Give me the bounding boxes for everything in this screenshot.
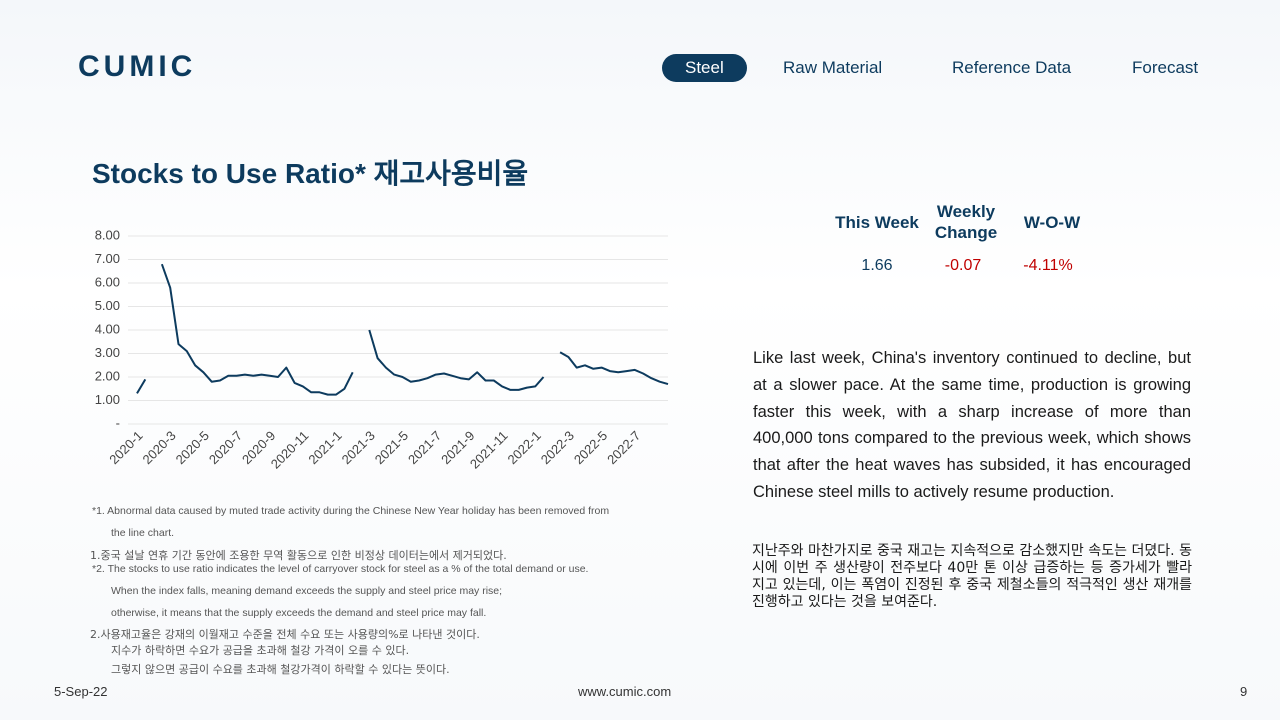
y-tick-label: 6.00 [95,274,120,289]
body-text-korean: 지난주와 마찬가지로 중국 재고는 지속적으로 감소했지만 속도는 더뎠다. 동… [752,543,1192,610]
note: 2.사용재고율은 강재의 이월재고 수준을 전체 수요 또는 사용량의%로 나타… [90,628,480,641]
chart: -1.002.003.004.005.006.007.008.002020-12… [95,227,669,472]
note: 지수가 하락하면 수요가 공급을 초과해 철강 가격이 오를 수 있다. [111,644,410,657]
footer-date: 5-Sep-22 [54,684,108,699]
x-tick-label: 2020-3 [140,428,179,467]
table-header: Weekly Change [934,202,998,242]
nav-tab[interactable]: Raw Material [783,58,883,77]
page-number: 9 [1240,684,1248,699]
x-tick-label: 2020-1 [106,428,145,467]
x-tick-label: 2020-5 [173,428,212,467]
x-tick-label: 2021-11 [467,428,511,472]
y-tick-label: 4.00 [95,321,120,336]
note: the line chart. [111,527,175,539]
x-tick-label: 2022-3 [538,428,577,467]
y-tick-label: 1.00 [95,392,120,407]
table-cell: 1.66 [861,257,893,274]
y-tick-label: 5.00 [95,298,120,313]
y-tick-label: 7.00 [95,251,120,266]
nav-tab[interactable]: Steel [662,54,747,82]
x-tick-label: 2020-7 [206,428,245,467]
x-tick-label: 2022-1 [505,428,544,467]
y-tick-label: 3.00 [95,345,120,360]
x-tick-label: 2022-7 [604,428,643,467]
body-text: Like last week, China's inventory contin… [753,349,1191,501]
table-header: W-O-W [1023,213,1081,232]
table-header: This Week [835,213,919,232]
note: 1.중국 설날 연휴 기간 동안에 조용한 무역 활동으로 인한 비정상 데이터… [90,549,507,562]
logo: CUMIC [78,50,197,83]
x-tick-label: 2020-11 [268,428,312,472]
nav-tab[interactable]: Reference Data [952,58,1072,77]
table-cell: -4.11% [1023,257,1073,274]
note: *2. The stocks to use ratio indicates th… [92,563,589,575]
table-cell: -0.07 [944,257,982,274]
footer-url[interactable]: www.cumic.com [578,684,672,699]
y-tick-label: 8.00 [95,227,120,242]
x-tick-label: 2022-5 [571,428,610,467]
note: When the index falls, meaning demand exc… [111,585,503,597]
data-line [136,263,669,396]
slide-title: Stocks to Use Ratio* 재고사용비율 [92,158,529,189]
x-tick-label: 2021-1 [305,428,344,467]
note: 그렇지 않으면 공급이 수요를 초과해 철강가격이 하락할 수 있다는 뜻이다. [111,663,450,676]
y-tick-label: 2.00 [95,368,120,383]
note: otherwise, it means that the supply exce… [111,607,487,619]
note: *1. Abnormal data caused by muted trade … [92,505,610,517]
nav-tab[interactable]: Forecast [1132,58,1199,77]
x-tick-label: 2021-7 [405,428,444,467]
x-tick-label: 2021-5 [372,428,411,467]
y-tick-label: - [116,415,120,430]
x-tick-label: 2021-3 [339,428,378,467]
